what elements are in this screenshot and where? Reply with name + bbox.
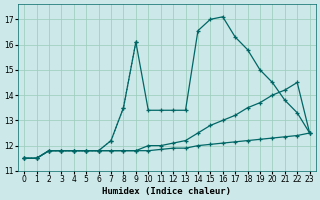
X-axis label: Humidex (Indice chaleur): Humidex (Indice chaleur) (102, 187, 231, 196)
